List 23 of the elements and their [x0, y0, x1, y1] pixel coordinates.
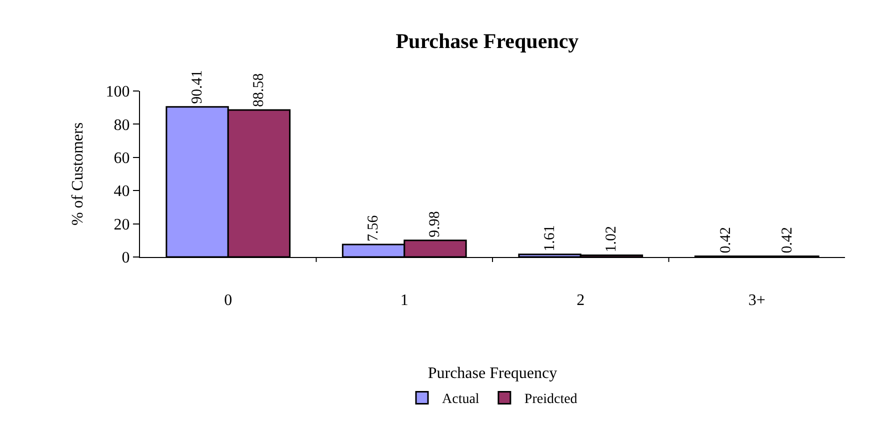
- y-axis-title: % of Customers: [70, 122, 87, 226]
- legend-label: Actual: [442, 392, 480, 408]
- y-tick-label: 80: [114, 116, 130, 134]
- x-tick-label: 1: [400, 292, 408, 310]
- y-tick-label: 100: [106, 84, 130, 101]
- data-label: 1.61: [542, 225, 558, 252]
- x-tick-label: 3+: [748, 292, 766, 310]
- data-label: 0.42: [718, 227, 734, 254]
- legend-label: Preidcted: [524, 392, 578, 408]
- y-tick-label: 20: [114, 216, 130, 234]
- data-label: 0.42: [780, 227, 796, 254]
- x-tick-label: 2: [576, 292, 585, 310]
- y-tick-label: 40: [114, 183, 130, 200]
- chart-title: Purchase Frequency: [396, 29, 580, 54]
- x-axis-title: Purchase Frequency: [428, 364, 558, 382]
- x-tick-label: 0: [224, 292, 232, 310]
- data-label: 9.98: [427, 211, 444, 238]
- data-label: 88.58: [250, 73, 267, 107]
- y-tick-label: 0: [122, 250, 130, 267]
- y-tick-label: 60: [114, 150, 130, 167]
- data-label: 90.41: [189, 70, 206, 104]
- data-label: 1.02: [603, 226, 620, 252]
- data-label: 7.56: [366, 214, 382, 242]
